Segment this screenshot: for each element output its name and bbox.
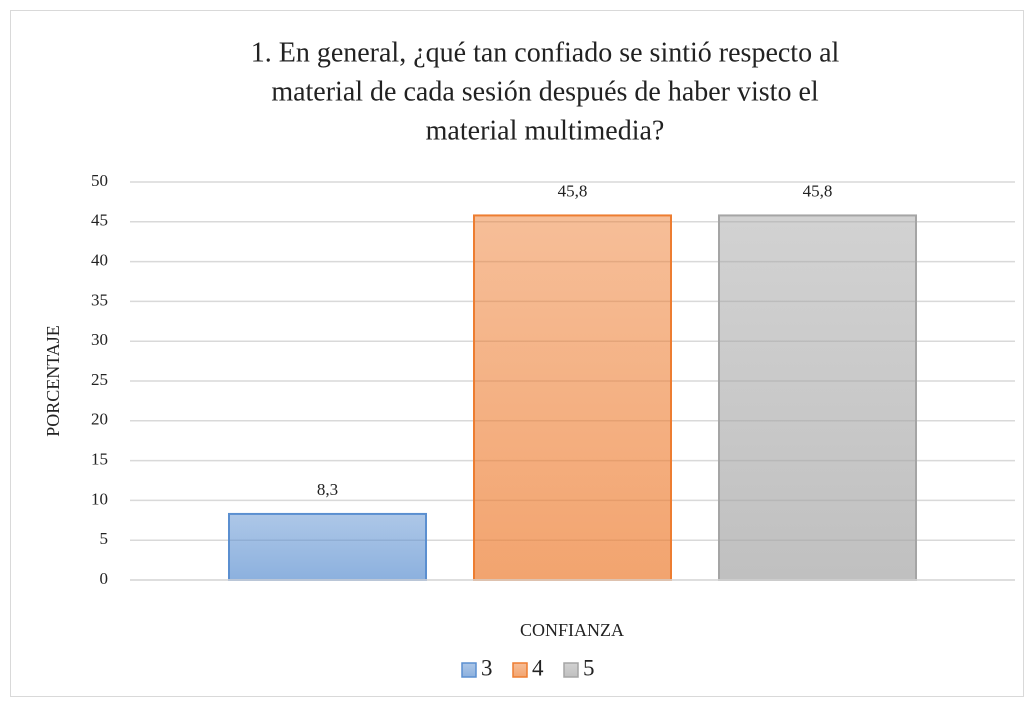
- legend-label: 4: [532, 655, 544, 680]
- x-axis-label: CONFIANZA: [520, 620, 624, 640]
- data-label: 45,8: [558, 181, 588, 200]
- data-label: 8,3: [317, 480, 338, 499]
- chart-title: 1. En general, ¿qué tan confiado se sint…: [251, 37, 840, 68]
- y-tick-label: 20: [91, 410, 108, 429]
- y-tick-label: 0: [100, 569, 109, 588]
- chart-title: material multimedia?: [426, 115, 665, 146]
- y-tick-label: 45: [91, 211, 108, 230]
- chart-title: material de cada sesión después de haber…: [271, 76, 819, 107]
- legend-swatch: [461, 662, 477, 678]
- y-tick-label: 30: [91, 330, 108, 349]
- y-tick-label: 5: [100, 529, 109, 548]
- legend-label: 3: [481, 655, 493, 680]
- y-tick-label: 35: [91, 290, 108, 309]
- legend-swatch: [563, 662, 579, 678]
- legend-label: 5: [583, 655, 595, 680]
- bar: [718, 214, 917, 581]
- y-tick-label: 40: [91, 251, 108, 270]
- y-tick-label: 25: [91, 370, 108, 389]
- y-tick-label: 50: [91, 171, 108, 190]
- bar: [473, 214, 672, 581]
- y-tick-label: 15: [91, 450, 108, 469]
- data-label: 45,8: [803, 181, 833, 200]
- y-tick-label: 10: [91, 489, 108, 508]
- legend-swatch: [512, 662, 528, 678]
- y-axis-label: PORCENTAJE: [43, 325, 63, 437]
- bar: [228, 512, 427, 582]
